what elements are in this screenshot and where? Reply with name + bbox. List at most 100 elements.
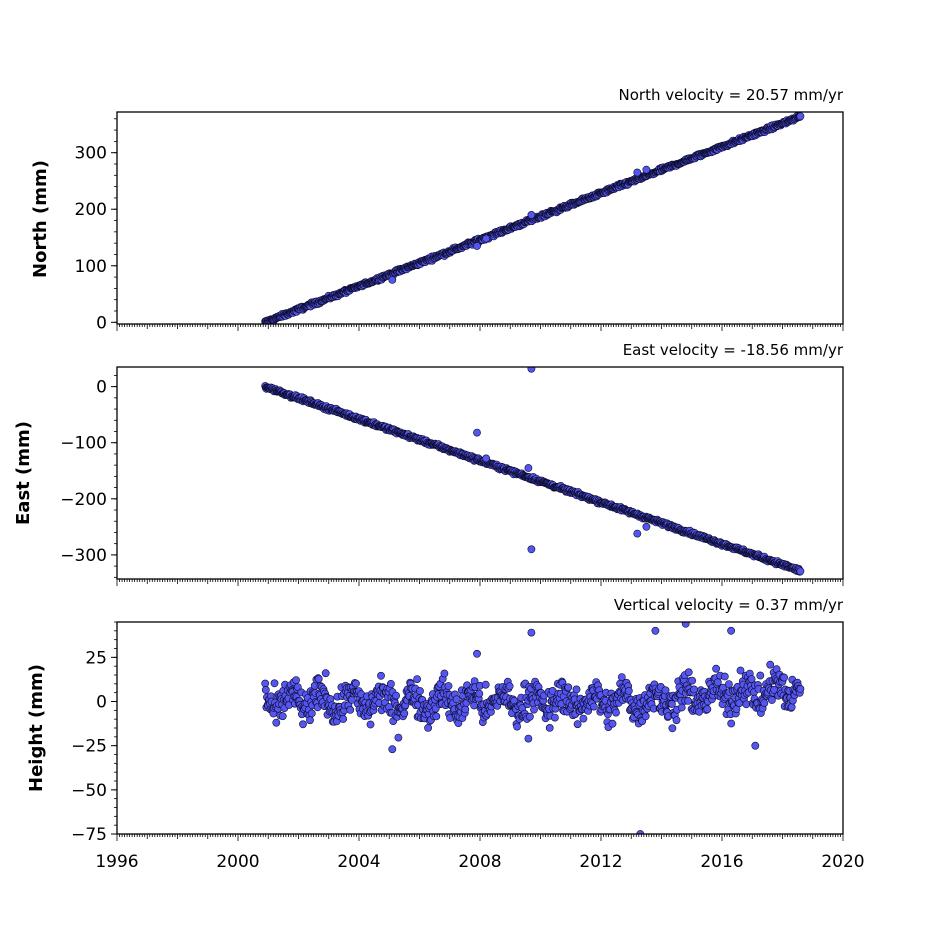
outlier-point bbox=[527, 628, 536, 637]
data-point bbox=[760, 699, 769, 707]
data-point bbox=[314, 675, 323, 683]
data-point bbox=[366, 720, 375, 729]
data-point bbox=[661, 686, 670, 695]
data-point bbox=[796, 567, 805, 576]
height-axis-label: Height (mm) bbox=[26, 664, 47, 792]
outlier-point bbox=[527, 545, 536, 554]
outlier-point bbox=[388, 745, 397, 754]
x-tick-label: 2012 bbox=[579, 852, 622, 872]
data-points bbox=[261, 622, 805, 834]
data-point bbox=[725, 680, 733, 688]
data-point bbox=[452, 695, 461, 704]
outlier-point bbox=[388, 275, 397, 284]
panel-north: North velocity = 20.57 mm/yr North (mm) … bbox=[30, 86, 844, 333]
data-point bbox=[668, 700, 676, 708]
data-point bbox=[780, 673, 788, 682]
data-point bbox=[416, 687, 424, 695]
outlier-point bbox=[473, 428, 481, 437]
data-point bbox=[720, 672, 729, 681]
x-tick-label: 2016 bbox=[700, 852, 743, 872]
data-point bbox=[299, 720, 307, 729]
y-tick-label: 300 bbox=[75, 144, 107, 164]
data-point bbox=[712, 664, 720, 673]
y-tick-label: 0 bbox=[96, 378, 107, 398]
data-point bbox=[612, 708, 620, 717]
data-point bbox=[641, 712, 650, 721]
y-tick-label: −50 bbox=[71, 781, 107, 801]
data-point bbox=[461, 705, 470, 714]
data-point bbox=[690, 685, 698, 694]
data-point bbox=[756, 671, 765, 680]
data-point bbox=[796, 685, 805, 693]
data-point bbox=[747, 675, 756, 683]
y-tick-label: 100 bbox=[75, 257, 107, 277]
data-point bbox=[766, 660, 775, 669]
data-point bbox=[684, 697, 692, 705]
data-point bbox=[684, 668, 693, 677]
data-point bbox=[526, 712, 534, 721]
data-point bbox=[270, 679, 279, 688]
x-tick-label: 2020 bbox=[821, 852, 864, 872]
data-point bbox=[579, 714, 588, 723]
data-point bbox=[481, 680, 490, 689]
data-point bbox=[564, 683, 573, 692]
data-point bbox=[703, 705, 712, 714]
data-point bbox=[440, 669, 449, 678]
x-tick-label: 2008 bbox=[458, 852, 501, 872]
data-point bbox=[307, 709, 316, 718]
y-tick-label: −75 bbox=[71, 825, 107, 845]
x-tick-label: 2000 bbox=[216, 852, 259, 872]
data-point bbox=[505, 682, 514, 691]
data-point bbox=[261, 679, 270, 688]
data-point bbox=[339, 715, 348, 723]
data-point bbox=[272, 718, 281, 727]
data-point bbox=[475, 689, 484, 698]
data-point bbox=[573, 720, 582, 729]
data-point bbox=[306, 716, 314, 725]
outlier-point bbox=[482, 234, 490, 243]
data-point bbox=[768, 696, 776, 704]
data-point bbox=[713, 678, 722, 687]
east-plot-area: 0 −100 −200 −300 bbox=[60, 366, 844, 586]
data-point bbox=[551, 713, 559, 722]
data-point bbox=[352, 679, 360, 688]
data-point bbox=[617, 673, 626, 681]
outlier-point bbox=[681, 622, 690, 628]
y-tick-label: 200 bbox=[75, 200, 107, 220]
east-axis-label: East (mm) bbox=[13, 421, 34, 525]
data-point bbox=[688, 676, 697, 685]
data-point bbox=[394, 733, 403, 742]
outlier-point bbox=[751, 741, 760, 750]
outlier-point bbox=[651, 626, 660, 635]
outlier-point bbox=[473, 242, 481, 250]
north-velocity-title: North velocity = 20.57 mm/yr bbox=[619, 86, 844, 104]
y-tick-label: −300 bbox=[60, 546, 107, 566]
y-tick-label: 25 bbox=[85, 648, 107, 668]
outlier-point bbox=[727, 626, 735, 635]
outlier-point bbox=[642, 165, 651, 174]
data-point bbox=[400, 709, 409, 718]
panel-height: Vertical velocity = 0.37 mm/yr Height (m… bbox=[26, 596, 865, 872]
data-points bbox=[261, 112, 805, 324]
vertical-velocity-title: Vertical velocity = 0.37 mm/yr bbox=[614, 596, 844, 614]
data-point bbox=[392, 691, 400, 700]
outlier-point bbox=[524, 464, 533, 472]
panel-east: East velocity = -18.56 mm/yr East (mm) 0… bbox=[13, 341, 844, 586]
data-points bbox=[261, 367, 805, 576]
data-point bbox=[668, 724, 677, 733]
outlier-point bbox=[642, 522, 651, 531]
data-point bbox=[346, 706, 355, 714]
data-point bbox=[278, 712, 287, 721]
data-point bbox=[444, 682, 453, 690]
outlier-point bbox=[633, 168, 642, 177]
outlier-point bbox=[527, 210, 536, 219]
data-point bbox=[677, 703, 686, 712]
data-point bbox=[787, 703, 796, 711]
north-axis-label: North (mm) bbox=[30, 160, 51, 278]
data-point bbox=[572, 685, 581, 694]
data-point bbox=[742, 700, 751, 709]
data-point bbox=[413, 675, 421, 683]
data-point bbox=[590, 702, 598, 711]
y-tick-label: −25 bbox=[71, 737, 107, 757]
